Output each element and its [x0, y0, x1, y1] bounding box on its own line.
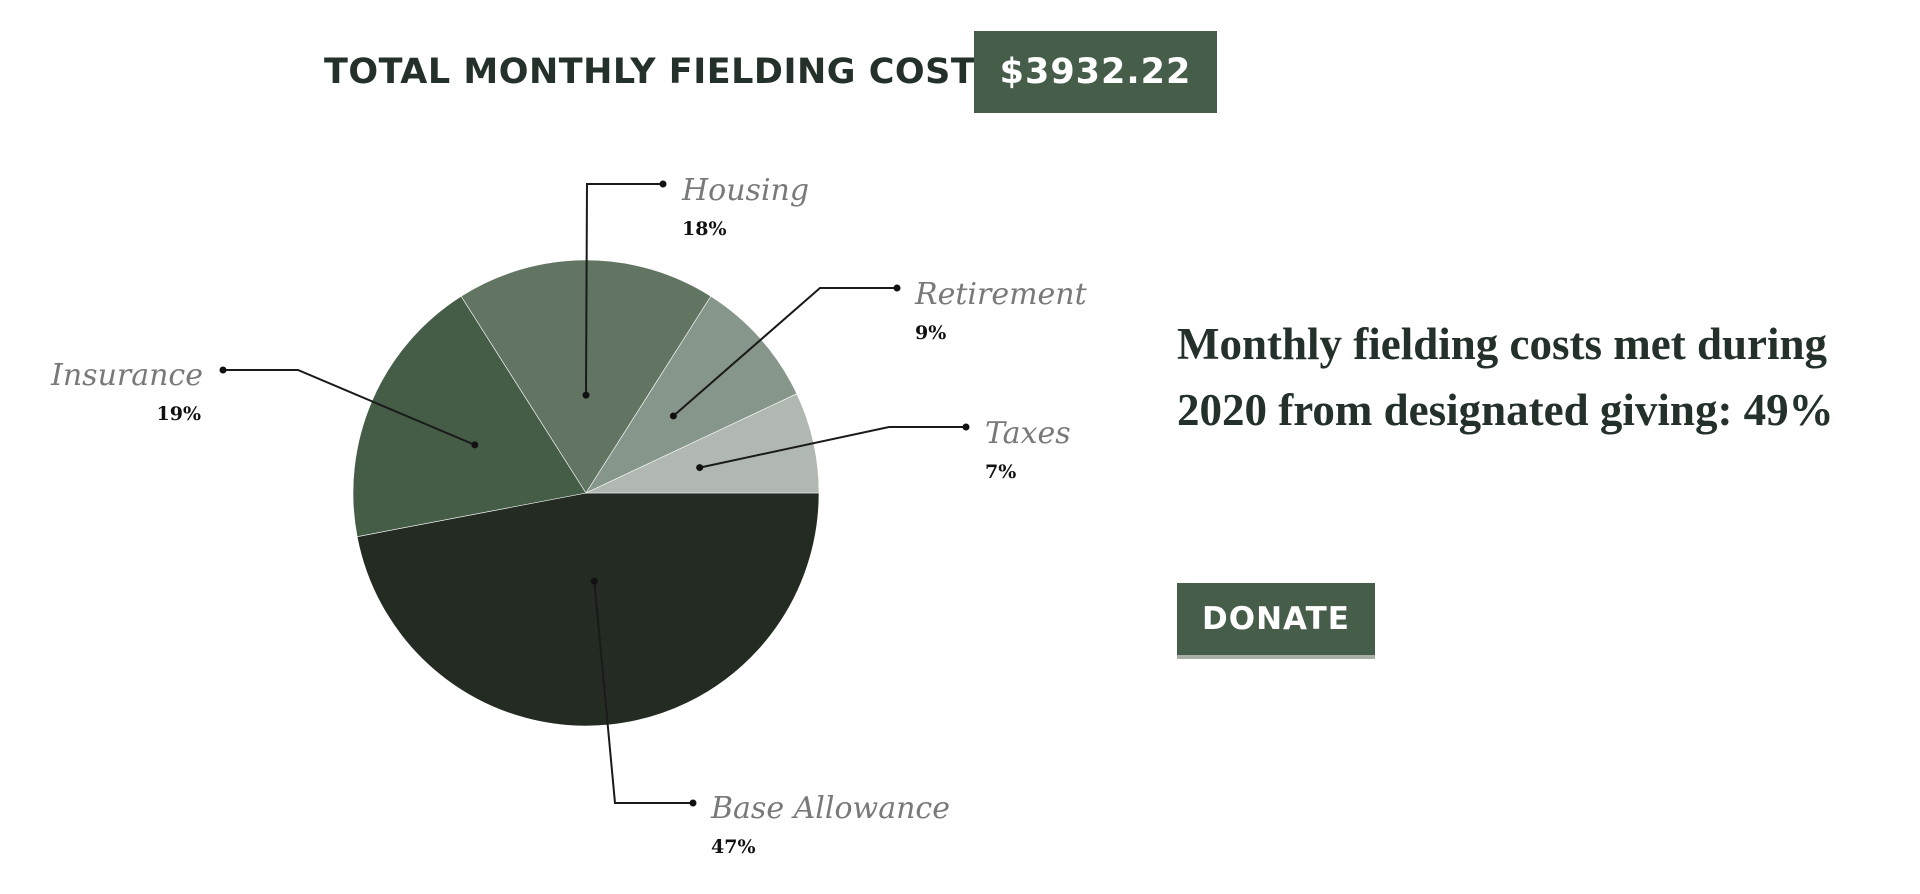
callout-line-insurance	[223, 369, 476, 446]
callout-dot-housing-outer	[659, 180, 667, 188]
slice-percent-base-allowance: 47%	[711, 836, 756, 858]
callout-dot-taxes-inner	[696, 464, 704, 472]
slice-label-insurance: Insurance	[50, 358, 203, 393]
callout-dot-retirement-outer	[893, 284, 901, 292]
donate-button[interactable]: DONATE	[1177, 583, 1375, 659]
slice-percent-retirement: 9%	[915, 322, 946, 344]
designated-giving-headline: Monthly fielding costs met during 2020 f…	[1177, 319, 1834, 435]
total-monthly-costs-value: $3932.22	[974, 31, 1217, 113]
slice-label-taxes: Taxes	[985, 416, 1071, 451]
pie-slice-taxes	[585, 393, 820, 494]
callout-line-base-allowance	[593, 581, 693, 804]
callout-dot-taxes-outer	[962, 423, 970, 431]
callout-dot-retirement-inner	[669, 412, 677, 420]
pie-chart: Base Allowance 47% Insurance 19% Housing 18% R…	[50, 173, 1088, 858]
callout-dot-base-allowance-inner	[590, 577, 598, 585]
callout-dot-insurance-inner	[471, 441, 479, 449]
slice-label-housing: Housing	[681, 173, 809, 208]
callout-dot-base-allowance-outer	[689, 799, 697, 807]
total-monthly-costs-label: TOTAL MONTHLY FIELDING COSTS	[324, 52, 1001, 92]
callout-line-housing	[585, 183, 663, 396]
slice-label-base-allowance: Base Allowance	[710, 791, 950, 826]
slice-percent-insurance: 19%	[157, 403, 202, 425]
callout-dot-insurance-outer	[219, 366, 227, 374]
callout-line-retirement	[672, 287, 897, 417]
callout-dot-housing-inner	[582, 391, 590, 399]
slice-label-retirement: Retirement	[914, 277, 1088, 312]
pie-slice-base-allowance	[356, 492, 820, 727]
callout-line-taxes	[699, 426, 966, 469]
slice-percent-taxes: 7%	[985, 461, 1016, 483]
slice-percent-housing: 18%	[682, 218, 727, 240]
